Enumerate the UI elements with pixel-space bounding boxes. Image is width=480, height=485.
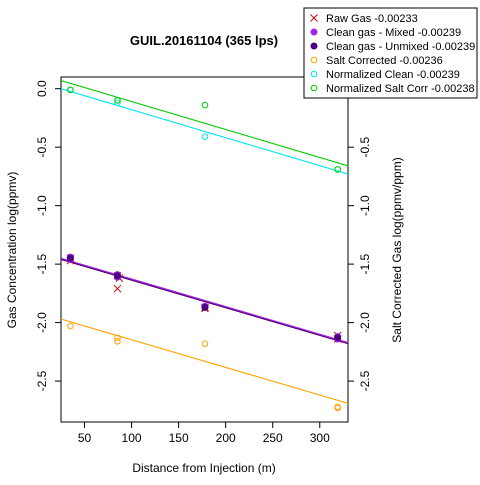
legend-marker-series-5 bbox=[310, 84, 318, 92]
x-axis-label: Distance from Injection (m) bbox=[132, 461, 275, 475]
legend-box bbox=[303, 7, 478, 99]
y2-tick-label: -1.0 bbox=[358, 195, 372, 216]
legend-label-series-4: Normalized Clean -0.00239 bbox=[326, 69, 460, 81]
fit-line-series-4 bbox=[61, 88, 348, 175]
x-tick-label: 300 bbox=[310, 431, 330, 445]
y-tick-label: -1.0 bbox=[35, 195, 49, 216]
y-tick-label: -0.5 bbox=[35, 137, 49, 158]
fit-line-series-2 bbox=[61, 258, 348, 345]
fit-line-series-1 bbox=[61, 257, 348, 344]
y-tick-label: -2.0 bbox=[35, 312, 49, 333]
data-point-series-4 bbox=[114, 99, 121, 107]
data-point-series-3 bbox=[334, 404, 341, 412]
y2-axis-label: Salt Corrected Gas log(ppmv/ppm) bbox=[390, 157, 404, 342]
plot-layer: 50 100 150 200 250 300 0.0 -0.5 -1.0 -1.5 -2.0 -2.5… bbox=[35, 76, 372, 445]
legend-marker-series-4 bbox=[310, 70, 318, 78]
data-point-series-2 bbox=[334, 334, 342, 342]
legend-label-series-3: Salt Corrected -0.00236 bbox=[326, 55, 443, 67]
data-point-series-5 bbox=[67, 86, 74, 94]
legend-label-series-2: Clean gas - Unmixed -0.00239 bbox=[326, 41, 475, 53]
y-tick-label: -1.5 bbox=[35, 253, 49, 274]
y-tick-label: -2.5 bbox=[35, 370, 49, 391]
legend-marker-series-0-stroke bbox=[310, 14, 318, 22]
y2-tick-label: -0.5 bbox=[358, 137, 372, 158]
x-tick-label: 200 bbox=[216, 431, 236, 445]
data-point-series-4 bbox=[201, 133, 209, 140]
data-point-series-2 bbox=[66, 254, 74, 262]
y2-tick-label: -1.5 bbox=[358, 253, 372, 274]
y2-tick-label: -2.0 bbox=[358, 312, 372, 333]
data-point-series-5 bbox=[114, 97, 121, 104]
chart-title: GUIL.20161104 (365 lps) bbox=[130, 33, 278, 48]
data-point-series-5 bbox=[334, 166, 341, 173]
data-point-series-5 bbox=[201, 101, 209, 109]
legend-marker-series-1 bbox=[310, 28, 318, 36]
y-tick-label: 0.0 bbox=[35, 80, 49, 97]
legend: Raw Gas -0.00233 Clean gas - Mixed -0.002… bbox=[303, 7, 478, 99]
data-point-series-3 bbox=[201, 340, 209, 347]
data-point-series-3 bbox=[67, 322, 74, 330]
x-tick-label: 50 bbox=[78, 431, 92, 445]
legend-marker-series-2 bbox=[310, 42, 318, 50]
data-point-series-2 bbox=[113, 272, 121, 280]
legend-marker-series-3 bbox=[310, 56, 318, 64]
fit-line-series-5 bbox=[61, 79, 348, 167]
legend-marker-series-0 bbox=[310, 14, 318, 22]
data-point-series-2 bbox=[201, 303, 209, 311]
y2-tick-label: -2.5 bbox=[358, 370, 372, 391]
data-point-series-3 bbox=[114, 338, 121, 345]
x-tick-label: 150 bbox=[169, 431, 189, 445]
legend-label-series-5: Normalized Salt Corr -0.00238 bbox=[326, 83, 475, 95]
data-point-series-0 bbox=[113, 284, 122, 293]
legend-label-series-1: Clean gas - Mixed -0.00239 bbox=[326, 27, 461, 39]
x-tick-label: 250 bbox=[263, 431, 283, 445]
x-tick-label: 100 bbox=[122, 431, 142, 445]
legend-label-series-0: Raw Gas -0.00233 bbox=[326, 13, 418, 25]
data-point-series-0-stroke bbox=[113, 284, 122, 293]
data-point-series-3 bbox=[114, 334, 121, 342]
y-axis-label: Gas Concentration log(ppmv) bbox=[5, 172, 19, 329]
fit-line-series-3 bbox=[61, 318, 348, 404]
plot-frame bbox=[60, 76, 349, 423]
